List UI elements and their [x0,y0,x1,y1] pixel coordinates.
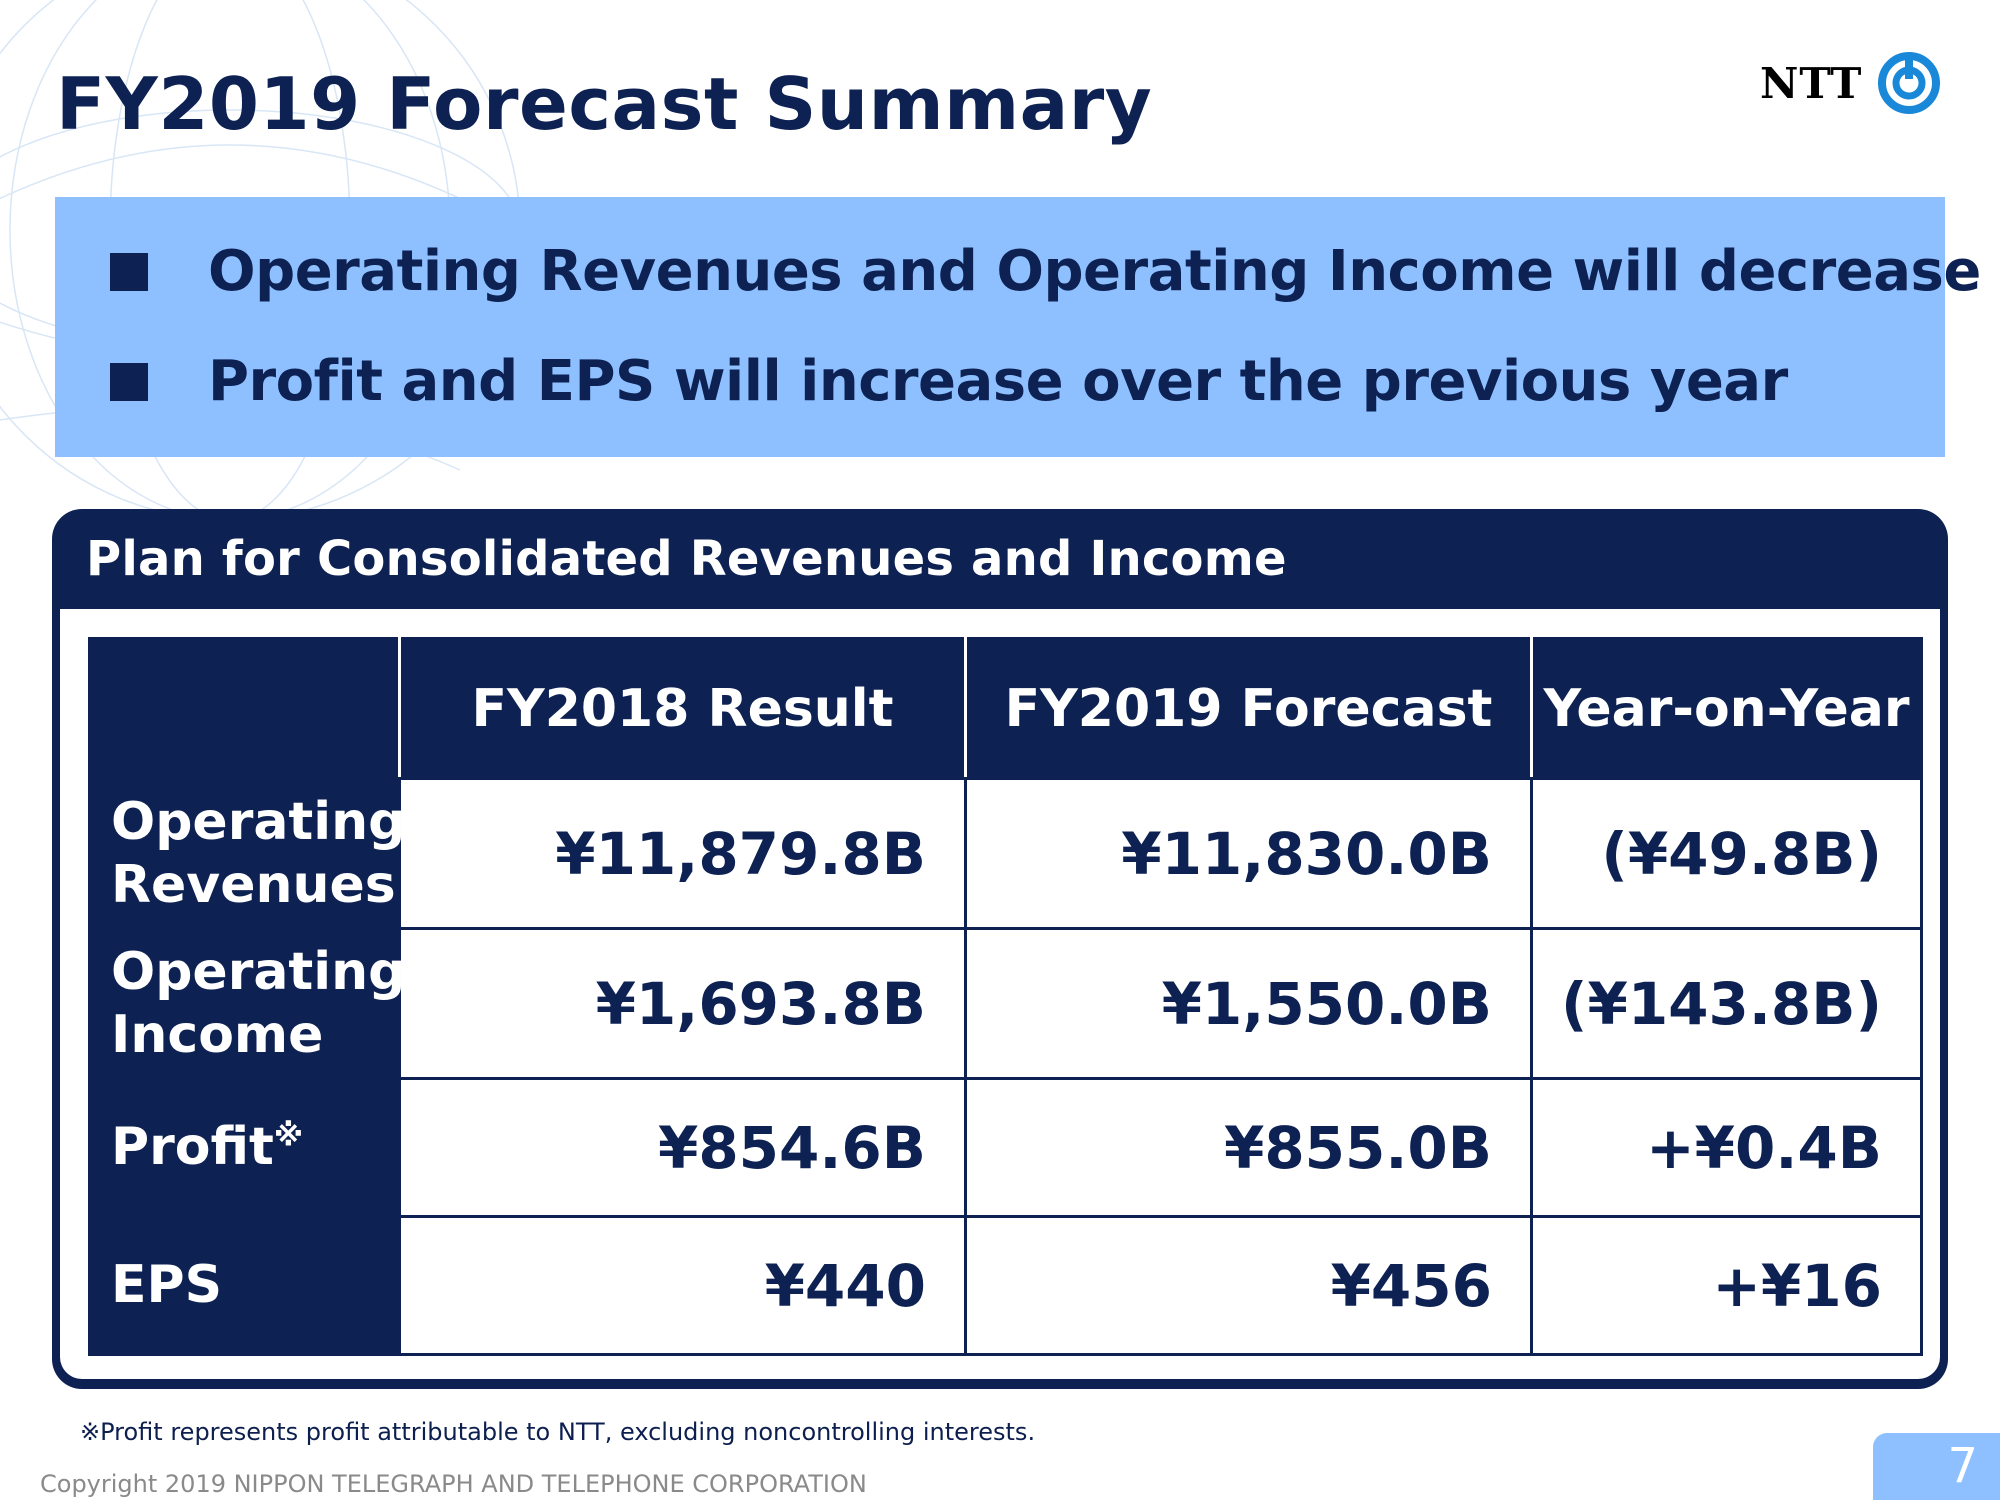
cell-fy2018: ¥440 [398,1215,967,1356]
square-bullet-icon [110,252,148,291]
table-row: Profit※ ¥854.6B ¥855.0B +¥0.4B [88,1077,1923,1218]
summary-bullet: Operating Revenues and Operating Income … [110,239,1981,304]
column-header-fy2018: FY2018 Result [398,637,967,780]
row-label-line: Revenues [111,854,396,915]
cell-fy2018: ¥854.6B [398,1077,967,1218]
summary-bullet: Profit and EPS will increase over the pr… [110,349,1788,414]
plan-table-container: FY2018 Result FY2019 Forecast Year-on-Ye… [60,609,1940,1379]
column-header-fy2019: FY2019 Forecast [964,637,1533,780]
logo-wordmark: NTT [1760,58,1863,108]
cell-fy2019: ¥1,550.0B [964,927,1533,1080]
summary-box: Operating Revenues and Operating Income … [55,197,1981,457]
ntt-logo: NTT [1760,50,1942,116]
row-label-line: Operating [111,792,406,853]
row-label-line: Operating [111,942,406,1003]
table-header-row: FY2018 Result FY2019 Forecast Year-on-Ye… [88,637,1923,780]
square-bullet-icon [110,362,148,401]
row-label-profit: Profit※ [88,1077,401,1218]
cell-yoy: +¥16 [1530,1215,1923,1356]
table-row: EPS ¥440 ¥456 +¥16 [88,1215,1923,1356]
plan-panel: Plan for Consolidated Revenues and Incom… [52,509,1948,1389]
footnote-mark: ※ [273,1118,304,1154]
plan-table: FY2018 Result FY2019 Forecast Year-on-Ye… [88,637,1923,1356]
page-number: 7 [1873,1433,2000,1500]
row-label-eps: EPS [88,1215,401,1356]
summary-bullet-text: Operating Revenues and Operating Income … [208,239,1981,304]
cell-fy2019: ¥855.0B [964,1077,1533,1218]
table-row: Operating Revenues ¥11,879.8B ¥11,830.0B… [88,777,1923,930]
copyright-notice: Copyright 2019 NIPPON TELEGRAPH AND TELE… [40,1470,867,1498]
row-label-operating-income: Operating Income [88,927,405,1080]
plan-panel-title: Plan for Consolidated Revenues and Incom… [86,531,1287,587]
cell-yoy: (¥49.8B) [1530,777,1923,930]
slide-title: FY2019 Forecast Summary [56,62,1153,146]
table-row: Operating Income ¥1,693.8B ¥1,550.0B (¥1… [88,927,1923,1080]
cell-fy2019: ¥456 [964,1215,1533,1356]
column-header-yoy: Year-on-Year [1530,637,1923,780]
table-header-corner [88,637,401,780]
footnote: ※Profit represents profit attributable t… [80,1418,1036,1446]
cell-fy2018: ¥1,693.8B [398,927,967,1080]
cell-yoy: +¥0.4B [1530,1077,1923,1218]
row-label-line: Income [111,1004,324,1065]
summary-bullet-text: Profit and EPS will increase over the pr… [208,349,1788,414]
cell-fy2018: ¥11,879.8B [398,777,967,930]
row-label-operating-revenues: Operating Revenues [88,777,405,930]
cell-fy2019: ¥11,830.0B [964,777,1533,930]
row-label-text: EPS [111,1255,223,1316]
cell-yoy: (¥143.8B) [1530,927,1923,1080]
row-label-text: Profit [111,1117,274,1178]
ntt-logo-icon [1878,52,1941,114]
